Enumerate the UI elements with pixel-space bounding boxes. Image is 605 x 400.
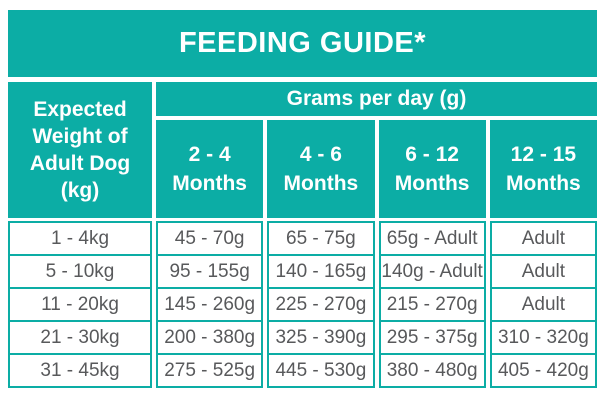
weight-cell: 1 - 4kg [8,221,152,256]
table-title: FEEDING GUIDE* [178,27,427,59]
value-cell: 95 - 155g [156,254,264,289]
month-column-header-4-6: 4 - 6 Months [267,120,375,218]
table-row: 21 - 30kg 200 - 380g 325 - 390g 295 - 37… [8,320,597,355]
month-unit: Months [506,172,581,195]
table-title-banner: FEEDING GUIDE* [8,10,597,77]
weight-cell: 11 - 20kg [8,287,152,322]
value-cell: 225 - 270g [267,287,375,322]
value-cell: 45 - 70g [156,221,264,256]
value-cell: 445 - 530g [267,353,375,388]
weight-cell: 5 - 10kg [8,254,152,289]
table-header-block: Expected Weight of Adult Dog (kg) Grams … [8,82,597,218]
month-range: 12 - 15 [510,143,577,166]
grams-per-day-header: Grams per day (g) [156,82,597,116]
weight-header-line: Expected [33,98,127,121]
table-body: 1 - 4kg 45 - 70g 65 - 75g 65g - Adult Ad… [8,221,597,388]
value-cell: Adult [489,221,597,256]
weight-cell: 31 - 45kg [8,353,152,388]
month-unit: Months [394,172,470,195]
value-cell: 380 - 480g [378,353,486,388]
value-cell: 275 - 525g [156,353,264,388]
value-cell: 200 - 380g [156,320,264,355]
value-cell: 140g - Adult [378,254,486,289]
table-row: 11 - 20kg 145 - 260g 225 - 270g 215 - 27… [8,287,597,322]
table-row: 31 - 45kg 275 - 525g 445 - 530g 380 - 48… [8,353,597,388]
grams-header-group: Grams per day (g) 2 - 4 Months 4 - 6 Mon… [156,82,597,218]
month-column-header-12-15: 12 - 15 Months [489,120,597,218]
value-cell: 405 - 420g [489,353,597,388]
value-cell: Adult [489,287,597,322]
value-cell: 325 - 390g [267,320,375,355]
feeding-guide-table: FEEDING GUIDE* Expected Weight of Adult … [8,10,597,388]
value-cell: 310 - 320g [489,320,597,355]
value-cell: 65 - 75g [267,221,375,256]
value-cell: 140 - 165g [267,254,375,289]
table-row: 1 - 4kg 45 - 70g 65 - 75g 65g - Adult Ad… [8,221,597,256]
month-range: 2 - 4 [188,143,231,166]
weight-header-line: Weight of [32,125,128,148]
month-column-header-2-4: 2 - 4 Months [156,120,264,218]
weight-cell: 21 - 30kg [8,320,152,355]
weight-column-header: Expected Weight of Adult Dog (kg) [8,82,152,218]
value-cell: Adult [489,254,597,289]
value-cell: 215 - 270g [378,287,486,322]
month-column-header-6-12: 6 - 12 Months [378,120,486,218]
month-header-row: 2 - 4 Months 4 - 6 Months 6 - 12 Months … [156,120,597,218]
value-cell: 65g - Adult [378,221,486,256]
table-row: 5 - 10kg 95 - 155g 140 - 165g 140g - Adu… [8,254,597,289]
month-range: 6 - 12 [405,143,459,166]
weight-header-line: (kg) [60,179,100,202]
value-cell: 145 - 260g [156,287,264,322]
weight-header-line: Adult Dog [29,152,131,175]
month-range: 4 - 6 [299,143,342,166]
value-cell: 295 - 375g [378,320,486,355]
month-unit: Months [283,172,359,195]
month-unit: Months [172,172,247,195]
